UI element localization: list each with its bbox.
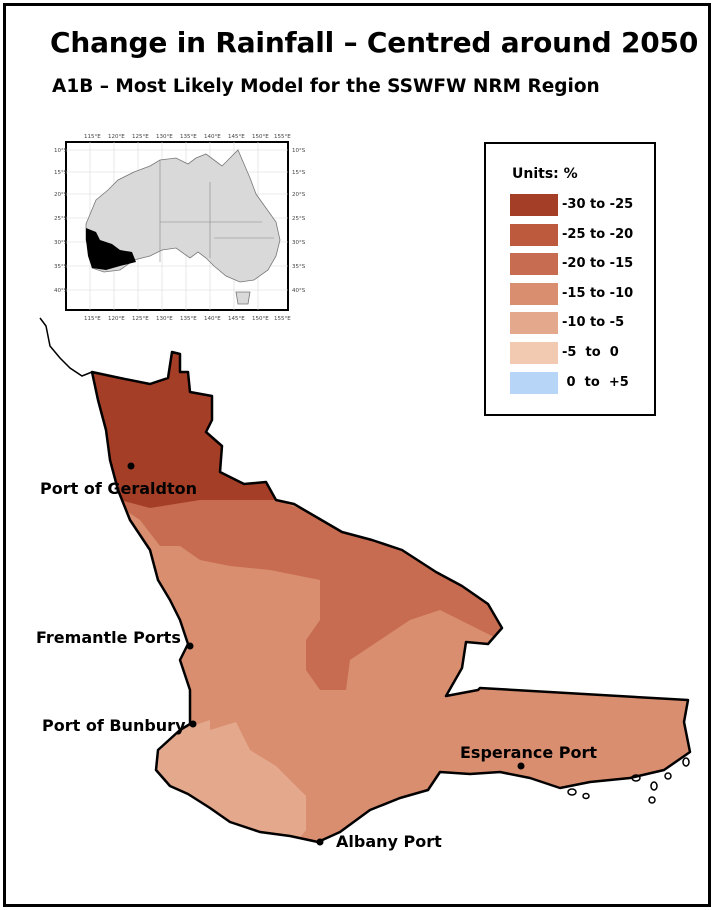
port-label-esperance: Esperance Port	[460, 743, 597, 762]
inset-map: 115°E 120°E 125°E 130°E 135°E 140°E 145°…	[54, 134, 306, 322]
inset-lon-tick: 115°E	[84, 316, 101, 322]
inset-lon-tick: 130°E	[156, 316, 173, 322]
rainfall-zones	[92, 352, 690, 842]
legend-swatch	[510, 224, 558, 246]
inset-lon-tick: 135°E	[180, 134, 197, 140]
inset-lon-tick: 120°E	[108, 134, 125, 140]
inset-lon-ticks-bottom: 115°E 120°E 125°E 130°E 135°E 140°E 145°…	[84, 316, 291, 322]
port-marker-esperance	[517, 762, 525, 770]
inset-lon-tick: 145°E	[228, 134, 245, 140]
inset-lon-ticks-top: 115°E 120°E 125°E 130°E 135°E 140°E 145°…	[84, 134, 291, 140]
inset-lat-tick: 30°S	[54, 240, 68, 246]
inset-lat-tick: 25°S	[54, 216, 68, 222]
esperance-islands	[567, 757, 690, 804]
legend-label: -30 to -25	[562, 197, 634, 212]
inset-lat-tick: 20°S	[54, 192, 68, 198]
inset-lon-tick: 145°E	[228, 316, 245, 322]
inset-lon-tick: 125°E	[132, 316, 149, 322]
inset-lon-tick: 140°E	[204, 134, 221, 140]
sswfw-region-outline	[90, 350, 692, 844]
inset-lon-tick: 125°E	[132, 134, 149, 140]
map-title: Change in Rainfall – Centred around 2050	[50, 26, 699, 59]
port-marker-bunbury	[189, 720, 197, 728]
legend-title: Units: %	[512, 166, 578, 182]
australia-shape	[85, 149, 281, 283]
port-marker-fremantle	[186, 642, 194, 650]
sswfw-region-highlight	[86, 228, 136, 270]
inset-lat-tick: 40°S	[54, 288, 68, 294]
inset-lon-tick: 150°E	[252, 134, 269, 140]
inset-lon-tick: 150°E	[252, 316, 269, 322]
inset-lon-tick: 155°E	[274, 316, 291, 322]
inset-lat-tick: 15°S	[54, 170, 68, 176]
inset-lon-tick: 155°E	[274, 134, 291, 140]
port-label-albany: Albany Port	[336, 832, 442, 851]
inset-lat-ticks-right: 10°S 15°S 20°S 25°S 30°S 35°S 40°S	[292, 148, 306, 294]
zone-minus-20-to-minus-15	[110, 470, 500, 690]
inset-lat-tick: 40°S	[292, 288, 306, 294]
inset-lat-tick: 25°S	[292, 216, 306, 222]
inset-lon-tick: 135°E	[180, 316, 197, 322]
port-marker-geraldton	[127, 462, 135, 470]
legend-swatch	[510, 312, 558, 334]
inset-lon-tick: 115°E	[84, 134, 101, 140]
map-subtitle: A1B – Most Likely Model for the SSWFW NR…	[52, 76, 600, 97]
inset-lat-tick: 20°S	[292, 192, 306, 198]
tasmania-shape	[235, 291, 251, 305]
legend-label: -5 to 0	[562, 345, 619, 360]
inset-lon-tick: 140°E	[204, 316, 221, 322]
inset-lat-tick: 10°S	[54, 148, 68, 154]
northern-coastline	[39, 317, 93, 377]
inset-lat-tick: 15°S	[292, 170, 306, 176]
legend-swatch	[510, 253, 558, 275]
legend-label: -15 to -10	[562, 286, 634, 301]
legend: Units: % -30 to -25 -25 to -20 -20 to -1…	[484, 142, 656, 416]
legend-swatch	[510, 342, 558, 364]
inset-lat-tick: 10°S	[292, 148, 306, 154]
legend-label: -25 to -20	[562, 227, 634, 242]
port-label-bunbury: Port of Bunbury	[42, 716, 186, 735]
legend-label: -20 to -15	[562, 256, 634, 271]
inset-lat-tick: 35°S	[54, 264, 68, 270]
inset-lon-tick: 120°E	[108, 316, 125, 322]
legend-label: -10 to -5	[562, 315, 625, 330]
inset-lat-tick: 35°S	[292, 264, 306, 270]
legend-swatch	[510, 372, 558, 394]
port-label-fremantle: Fremantle Ports	[36, 628, 181, 647]
legend-swatch	[510, 194, 558, 216]
inset-lat-ticks-left: 10°S 15°S 20°S 25°S 30°S 35°S 40°S	[54, 148, 68, 294]
port-markers	[127, 462, 525, 846]
port-label-geraldton: Port of Geraldton	[40, 479, 197, 498]
legend-label: 0 to +5	[562, 375, 629, 390]
state-borders	[159, 160, 274, 262]
inset-lon-tick: 130°E	[156, 134, 173, 140]
legend-swatch	[510, 283, 558, 305]
inset-lat-tick: 30°S	[292, 240, 306, 246]
port-marker-albany	[316, 838, 324, 846]
